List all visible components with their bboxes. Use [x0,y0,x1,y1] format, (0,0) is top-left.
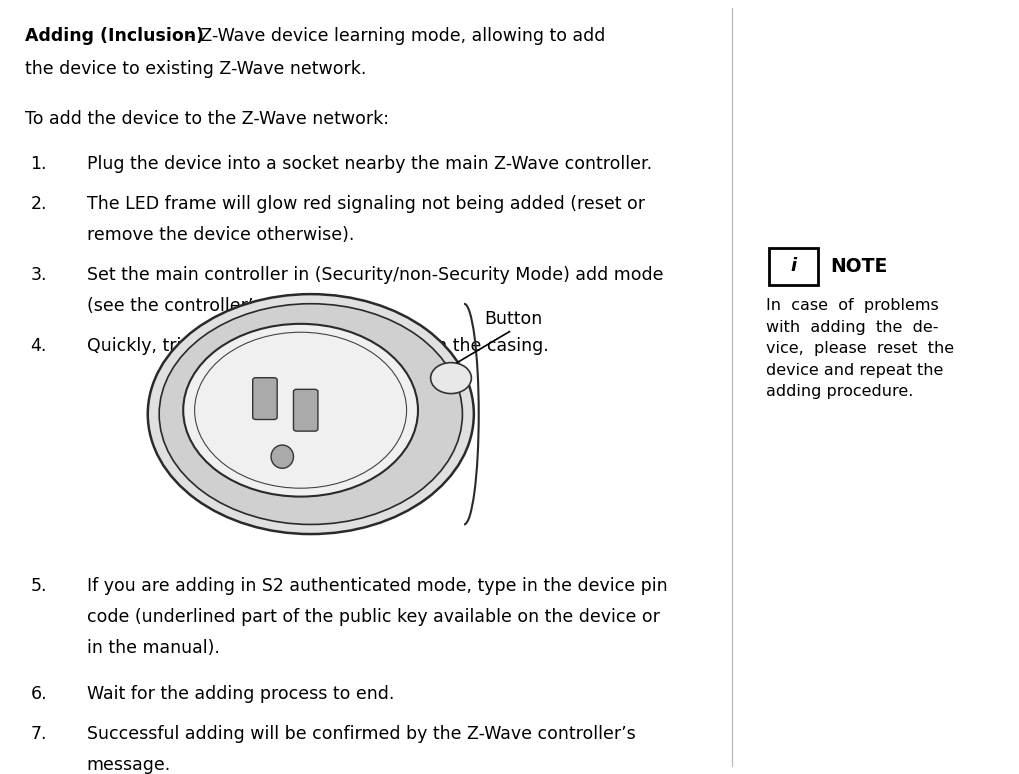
Text: 1.: 1. [31,155,47,173]
Text: 4.: 4. [31,337,47,355]
Text: If you are adding in S2 authenticated mode, type in the device pin: If you are adding in S2 authenticated mo… [87,577,667,594]
Text: Quickly, triple click the button located on the casing.: Quickly, triple click the button located… [87,337,548,355]
Circle shape [431,362,472,393]
Text: the device to existing Z-Wave network.: the device to existing Z-Wave network. [25,60,367,77]
Ellipse shape [183,324,418,497]
Ellipse shape [271,445,293,468]
Text: 3.: 3. [31,266,47,284]
FancyBboxPatch shape [293,389,318,431]
Text: Set the main controller in (Security/non-Security Mode) add mode: Set the main controller in (Security/non… [87,266,663,284]
Text: In  case  of  problems
with  adding  the  de-
vice,  please  reset  the
device a: In case of problems with adding the de- … [766,298,955,399]
Text: Plug the device into a socket nearby the main Z-Wave controller.: Plug the device into a socket nearby the… [87,155,652,173]
Text: Button: Button [484,310,542,327]
Text: Wait for the adding process to end.: Wait for the adding process to end. [87,685,394,703]
Ellipse shape [171,318,471,522]
Text: 7.: 7. [31,725,47,743]
Text: code (underlined part of the public key available on the device or: code (underlined part of the public key … [87,608,659,625]
Text: in the manual).: in the manual). [87,639,219,656]
Text: Successful adding will be confirmed by the Z-Wave controller’s: Successful adding will be confirmed by t… [87,725,636,743]
Text: 2.: 2. [31,195,47,213]
Text: To add the device to the Z-Wave network:: To add the device to the Z-Wave network: [25,110,389,128]
Text: 5.: 5. [31,577,47,594]
FancyBboxPatch shape [253,378,277,420]
Text: (see the controller’s manual).: (see the controller’s manual). [87,297,345,315]
Ellipse shape [159,303,463,525]
Text: The LED frame will glow red signaling not being added (reset or: The LED frame will glow red signaling no… [87,195,645,213]
Text: i: i [791,257,797,276]
Text: NOTE: NOTE [830,257,888,276]
FancyBboxPatch shape [769,248,818,285]
Text: 6.: 6. [31,685,47,703]
Text: remove the device otherwise).: remove the device otherwise). [87,226,354,244]
Text: - Z-Wave device learning mode, allowing to add: - Z-Wave device learning mode, allowing … [183,27,605,45]
Text: message.: message. [87,756,171,774]
Text: Adding (Inclusion): Adding (Inclusion) [25,27,205,45]
Ellipse shape [148,294,474,534]
